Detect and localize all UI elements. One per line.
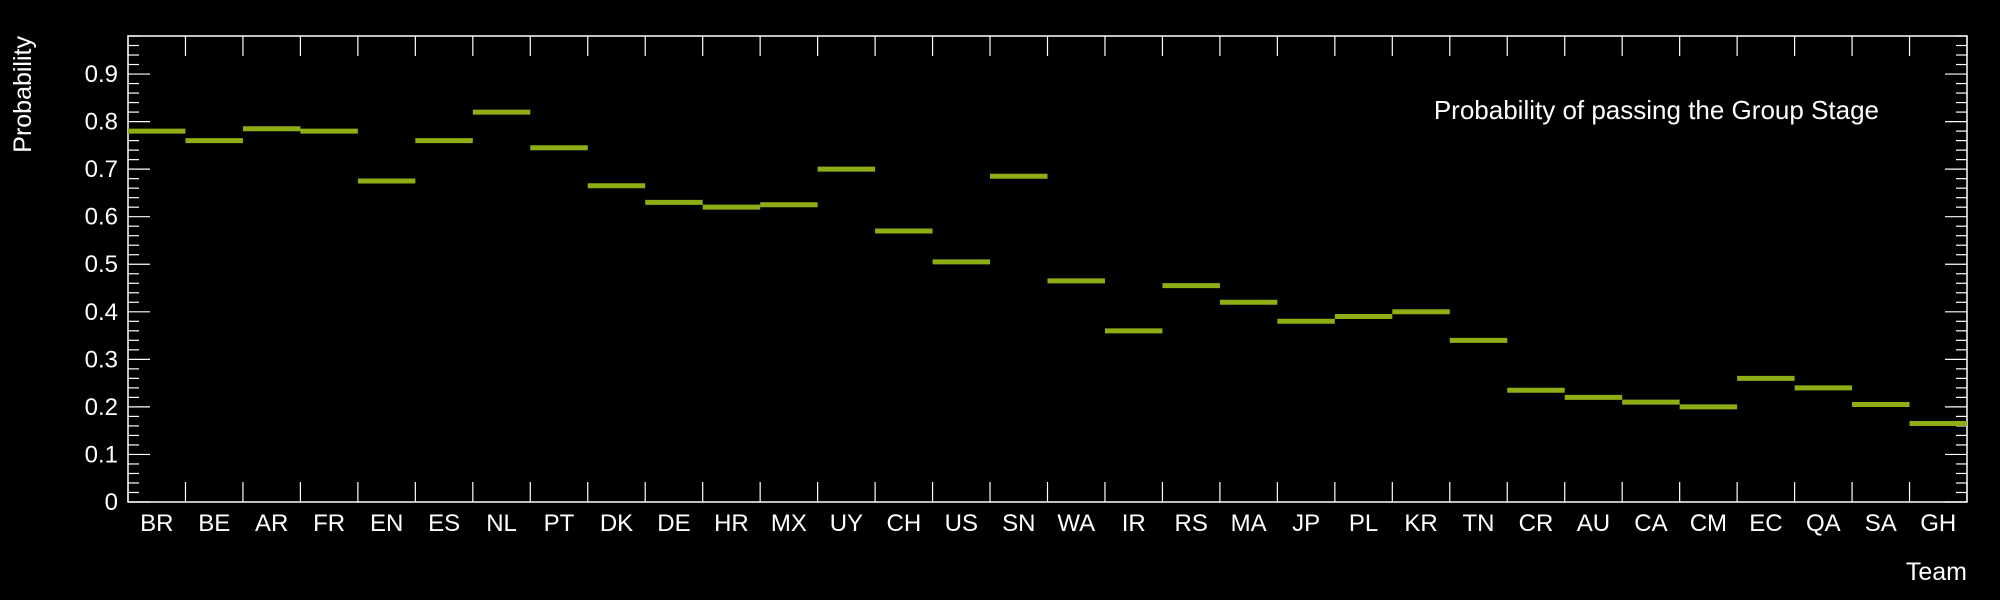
x-tick-label: QA [1806,510,1841,537]
x-tick-label: CA [1634,510,1667,537]
y-axis-title: Probability [9,36,37,153]
y-tick-label: 0 [105,489,118,516]
y-tick-label: 0.6 [85,204,118,231]
y-axis-ticks [128,35,1967,503]
y-axis-tick-labels: 0 0.1 0.2 0.3 0.4 0.5 0.6 0.7 0.8 0.9 [85,61,118,516]
x-tick-label: ES [428,510,460,537]
x-axis-title: Team [1906,558,1967,586]
x-tick-label: EC [1749,510,1782,537]
x-tick-label: GH [1920,510,1956,537]
x-tick-label: MX [771,510,807,537]
x-tick-label: US [945,510,978,537]
x-tick-label: WA [1057,510,1095,537]
y-tick-label: 0.1 [85,441,118,468]
x-tick-label: BR [140,510,173,537]
x-tick-label: DE [657,510,690,537]
y-tick-label: 0.7 [85,156,118,183]
x-tick-label: PT [544,510,575,537]
x-tick-label: NL [486,510,517,537]
x-tick-label: EN [370,510,403,537]
data-marks [128,109,1967,427]
x-tick-label: BE [198,510,230,537]
chart-annotation: Probability of passing the Group Stage [1434,95,1879,125]
x-tick-label: DK [600,510,633,537]
x-tick-label: SN [1002,510,1035,537]
y-tick-label: 0.4 [85,299,118,326]
x-tick-label: JP [1292,510,1320,537]
x-tick-label: KR [1404,510,1437,537]
x-tick-label: IR [1122,510,1146,537]
x-tick-label: AU [1577,510,1610,537]
x-axis-tick-labels: BR BE AR FR EN ES NL PT DK DE HR MX UY CH US SN WA IR RS MA… [140,510,1956,537]
x-tick-label: RS [1175,510,1208,537]
x-tick-label: UY [830,510,863,537]
x-tick-label: AR [255,510,288,537]
y-tick-label: 0.9 [85,61,118,88]
x-tick-label: CH [886,510,921,537]
y-tick-label: 0.2 [85,394,118,421]
x-axis-ticks [127,36,1968,502]
x-tick-label: FR [313,510,345,537]
x-tick-label: CR [1519,510,1554,537]
y-tick-label: 0.5 [85,251,118,278]
x-tick-label: PL [1349,510,1378,537]
y-tick-label: 0.8 [85,109,118,136]
x-tick-label: CM [1690,510,1727,537]
x-tick-label: HR [714,510,749,537]
x-tick-label: MA [1231,510,1267,537]
x-tick-label: TN [1463,510,1495,537]
x-tick-label: SA [1865,510,1897,537]
y-tick-label: 0.3 [85,346,118,373]
